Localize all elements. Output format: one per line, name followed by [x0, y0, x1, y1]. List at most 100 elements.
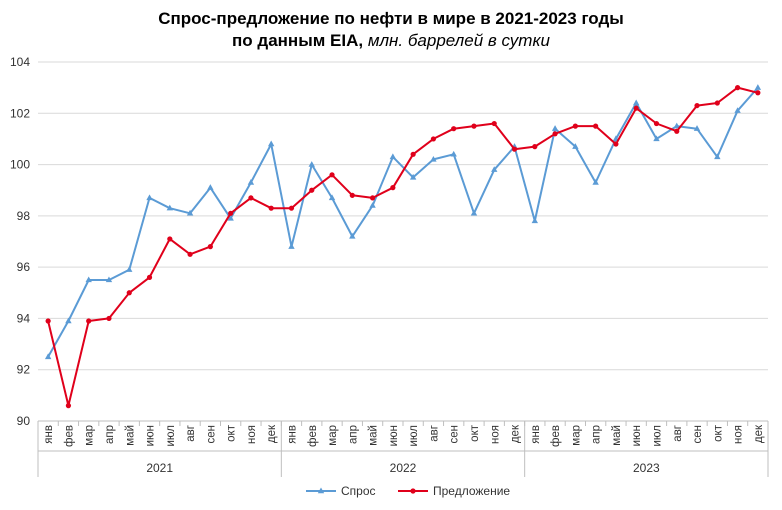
demand-point	[308, 161, 315, 167]
supply-point	[653, 120, 660, 127]
demand-point	[207, 184, 214, 190]
x-tick-label: дек	[510, 424, 522, 443]
y-tick-label: 100	[10, 158, 30, 172]
supply-point	[572, 123, 578, 129]
demand-point	[714, 153, 721, 160]
year-label: 2022	[390, 461, 417, 475]
supply-point	[65, 403, 72, 409]
demand-point	[369, 202, 376, 208]
x-tick-label: сен	[692, 425, 704, 444]
x-tick-label: апр	[104, 425, 116, 444]
x-tick-label: июн	[388, 425, 400, 446]
demand-point	[673, 122, 680, 129]
demand-point	[349, 232, 356, 239]
supply-point	[167, 236, 173, 242]
supply-point	[451, 126, 457, 132]
chart-title-units: млн. баррелей в сутки	[367, 31, 550, 50]
x-tick-label: фев	[63, 425, 75, 447]
x-tick-label: янв	[286, 425, 298, 444]
supply-point	[633, 105, 639, 111]
demand-point	[166, 204, 174, 211]
supply-point	[45, 318, 51, 324]
supply-point	[532, 144, 538, 150]
x-tick-label: апр	[347, 425, 359, 444]
demand-point	[105, 276, 113, 283]
x-tick-label: сен	[205, 425, 217, 444]
supply-point	[674, 128, 680, 134]
x-tick-label: окт	[226, 424, 238, 442]
demand-point	[693, 125, 701, 131]
y-tick-label: 90	[17, 414, 31, 428]
supply-point	[187, 251, 193, 257]
supply-point	[369, 195, 376, 201]
x-tick-label: ноя	[489, 425, 501, 444]
chart-title-source: по данным EIA,	[232, 31, 364, 50]
demand-point	[754, 84, 762, 90]
supply-point	[288, 205, 295, 211]
supply-point	[390, 185, 396, 191]
x-tick-label: янв	[530, 425, 542, 444]
supply-point	[471, 123, 477, 129]
demand-point	[430, 155, 437, 162]
demand-point	[491, 166, 498, 172]
demand-point	[267, 140, 275, 147]
demand-point	[531, 217, 539, 224]
demand-point	[653, 135, 660, 142]
demand-point	[247, 179, 255, 185]
demand-point	[389, 153, 397, 160]
x-tick-label: дек	[753, 424, 765, 443]
x-tick-label: мар	[327, 425, 339, 446]
supply-point	[552, 131, 558, 137]
year-label: 2021	[146, 461, 173, 475]
demand-point	[551, 125, 559, 131]
demand-point	[328, 194, 336, 201]
supply-point	[248, 195, 254, 201]
x-tick-label: сен	[449, 425, 461, 444]
supply-point	[755, 90, 761, 96]
demand-point	[186, 209, 194, 216]
x-tick-label: июн	[631, 425, 643, 446]
supply-point	[593, 123, 599, 129]
demand-point	[409, 173, 417, 180]
supply-point	[126, 290, 132, 296]
demand-point	[592, 179, 599, 185]
x-tick-label: фев	[307, 425, 319, 447]
y-tick-label: 92	[17, 363, 31, 377]
y-tick-label: 98	[17, 209, 31, 223]
chart-title-line2: по данным EIA, млн. баррелей в сутки	[0, 30, 782, 52]
chart-title: Спрос-предложение по нефти в мире в 2021…	[0, 8, 782, 52]
x-tick-label: июн	[145, 425, 157, 446]
supply-point	[511, 146, 518, 152]
demand-point	[734, 107, 741, 113]
chart-title-line1: Спрос-предложение по нефти в мире в 2021…	[158, 9, 624, 28]
x-tick-label: мар	[570, 425, 582, 446]
x-tick-label: ноя	[733, 425, 745, 444]
supply-point	[228, 210, 234, 216]
demand-point	[65, 317, 72, 324]
series-line-demand	[47, 86, 759, 358]
demand-point	[146, 194, 153, 201]
legend-marker-demand	[317, 487, 325, 494]
x-tick-label: июл	[651, 425, 663, 447]
y-tick-label: 94	[17, 311, 31, 325]
x-tick-label: май	[368, 425, 380, 446]
demand-point	[572, 143, 579, 149]
supply-point	[146, 274, 153, 280]
x-tick-label: фев	[550, 425, 562, 447]
demand-point	[450, 150, 457, 157]
x-tick-label: окт	[469, 424, 481, 442]
supply-point	[491, 120, 497, 127]
demand-point	[470, 209, 478, 216]
x-tick-label: ноя	[246, 425, 258, 444]
supply-point	[734, 85, 741, 91]
x-tick-label: авг	[428, 425, 440, 442]
supply-point	[309, 187, 315, 193]
x-tick-label: авг	[672, 425, 684, 442]
supply-point	[329, 172, 335, 178]
x-tick-label: окт	[712, 424, 724, 442]
supply-point	[430, 136, 437, 142]
supply-point	[410, 151, 416, 157]
y-tick-label: 104	[10, 55, 30, 69]
